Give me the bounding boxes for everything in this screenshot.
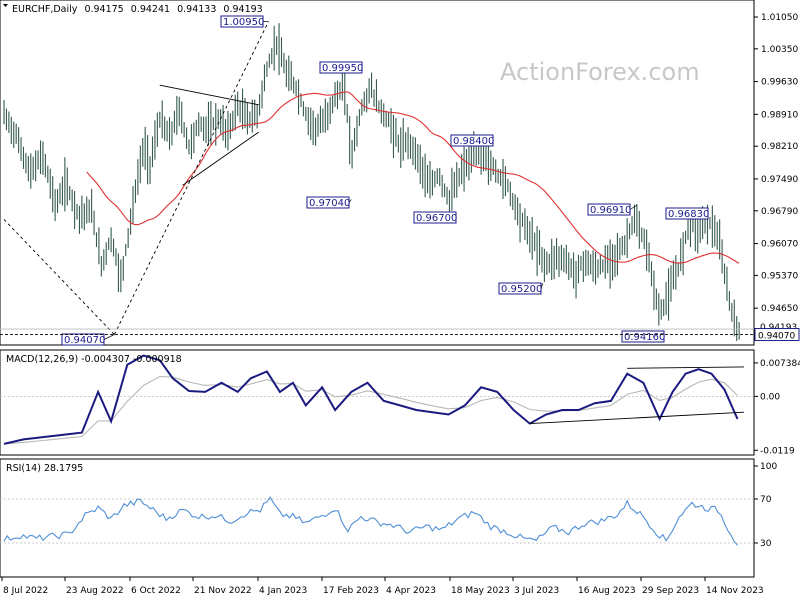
label-box <box>61 333 105 346</box>
rsi-tick-label: 70 <box>760 495 772 505</box>
label-text: 0.97040 <box>309 198 350 209</box>
macd-title: MACD(12,26,9) -0.004307 -0.000918 <box>6 354 182 365</box>
label-box <box>621 330 665 343</box>
label-text: 0.96910 <box>590 205 631 216</box>
x-tick-label: 29 Sep 2023 <box>642 586 699 596</box>
timeframe: Daily <box>53 4 77 15</box>
label-box <box>587 203 631 216</box>
macd-line <box>3 354 739 445</box>
rsi-tick-label: 100 <box>760 462 777 472</box>
rsi-layer: 100 70 30 <box>0 462 777 549</box>
label-text: 0.96700 <box>416 213 457 224</box>
price-tick-label: 1.00350 <box>761 45 798 55</box>
header-icon <box>3 4 8 7</box>
label-box <box>498 282 542 295</box>
x-tick-label: 8 Jul 2022 <box>3 586 48 596</box>
price-tick-label: 0.96790 <box>761 207 798 217</box>
macd-tick-label: 0.00 <box>760 392 780 402</box>
label-text: 0.95200 <box>501 284 542 295</box>
label-box <box>450 134 494 147</box>
macd-pane <box>0 349 755 456</box>
current-price-text: 0.94070 <box>758 332 795 342</box>
price-tick-label: 0.95370 <box>761 271 798 281</box>
label-leader <box>103 334 115 340</box>
price-tick-label: 0.94650 <box>761 304 798 314</box>
label-text: 0.94070 <box>64 335 105 346</box>
watermark: ActionForex.com <box>500 58 700 86</box>
triangle-top <box>159 84 259 106</box>
rsi-tick-label: 30 <box>760 539 772 549</box>
macd-trend-lower <box>529 411 745 425</box>
price-tick-label: 0.97490 <box>761 175 798 185</box>
label-text: 0.94160 <box>624 332 665 343</box>
ma-line <box>86 91 740 264</box>
label-text: 0.99950 <box>322 63 363 74</box>
price-tick-label: 0.98210 <box>761 142 798 152</box>
macd-tick-label: 0.007384 <box>760 359 800 369</box>
chart-header: EURCHF,Daily 0.94175 0.94241 0.94133 0.9… <box>12 4 263 15</box>
x-tick-label: 23 Aug 2022 <box>66 586 124 596</box>
moving-average <box>86 91 740 264</box>
x-tick-label: 16 Aug 2023 <box>578 586 636 596</box>
ohlc-close: 0.94193 <box>223 4 262 15</box>
label-box <box>413 211 457 224</box>
label-box <box>665 207 709 220</box>
label-box <box>319 61 363 74</box>
label-text: 0.96830 <box>668 209 709 220</box>
price-bars <box>3 23 740 342</box>
x-tick-label: 4 Apr 2023 <box>386 586 436 596</box>
x-axis: 8 Jul 2022 23 Aug 2022 6 Oct 2022 21 Nov 20… <box>1 577 764 596</box>
macd-trend-upper <box>627 366 745 369</box>
ohlc-high: 0.94241 <box>131 4 170 15</box>
price-tick-label: 0.98910 <box>761 110 798 120</box>
label-box <box>220 15 264 28</box>
x-tick-label: 18 May 2023 <box>451 586 510 596</box>
dashed-trend-up <box>113 21 269 335</box>
price-pane <box>0 0 755 346</box>
trend-lines <box>3 21 269 335</box>
x-tick-label: 3 Jul 2023 <box>514 586 559 596</box>
macd-layer: 0.007384 0.00 -0.0119 <box>0 354 800 456</box>
current-price-box <box>754 328 800 342</box>
price-tick-label: 0.96070 <box>761 240 798 250</box>
x-tick-label: 4 Jan 2023 <box>259 586 307 596</box>
label-leader <box>629 205 638 210</box>
price-labels: 1.00950 0.99950 0.97040 0.96700 0.98400 0.952… <box>61 15 709 346</box>
dashed-trend-left <box>3 219 115 335</box>
ohlc-open: 0.94175 <box>84 4 123 15</box>
label-text: 0.98400 <box>453 136 494 147</box>
price-axis: 1.01050 1.00350 0.99630 0.98910 0.98210 0.974… <box>0 13 800 342</box>
macd-tick-label: -0.0119 <box>760 446 795 456</box>
ohlc-low: 0.94133 <box>177 4 216 15</box>
x-tick-label: 21 Nov 2022 <box>194 586 252 596</box>
rsi-pane <box>0 458 755 578</box>
symbol: EURCHF <box>12 4 50 15</box>
x-tick-label: 17 Feb 2023 <box>323 586 379 596</box>
triangle-bottom <box>182 131 260 186</box>
rsi-title: RSI(14) 28.1795 <box>6 463 83 474</box>
x-tick-label: 6 Oct 2022 <box>131 586 181 596</box>
price-tick-label: 1.01050 <box>761 13 798 23</box>
label-box <box>306 196 350 209</box>
x-tick-label: 14 Nov 2023 <box>706 586 764 596</box>
price-tick-label: 0.99630 <box>761 78 798 88</box>
label-text: 1.00950 <box>223 17 264 28</box>
rsi-line <box>3 496 738 546</box>
